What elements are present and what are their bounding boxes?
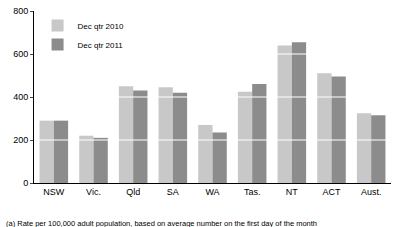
svg-text:NSW: NSW — [43, 187, 65, 197]
svg-text:800: 800 — [13, 6, 28, 16]
svg-text:Qld: Qld — [126, 187, 140, 197]
svg-text:Vic.: Vic. — [86, 187, 101, 197]
svg-text:(a) Rate per 100,000 adult pop: (a) Rate per 100,000 adult population, b… — [6, 219, 317, 227]
svg-text:Dec qtr 2011: Dec qtr 2011 — [78, 41, 124, 50]
svg-text:SA: SA — [167, 187, 179, 197]
svg-text:WA: WA — [205, 187, 219, 197]
svg-text:600: 600 — [13, 49, 28, 59]
svg-text:400: 400 — [13, 92, 28, 102]
svg-text:Aust.: Aust. — [361, 187, 382, 197]
svg-text:0: 0 — [23, 178, 28, 188]
svg-text:Dec qtr 2010: Dec qtr 2010 — [78, 22, 124, 31]
svg-text:200: 200 — [13, 135, 28, 145]
svg-text:NT: NT — [286, 187, 298, 197]
svg-text:ACT: ACT — [323, 187, 342, 197]
svg-text:Tas.: Tas. — [244, 187, 261, 197]
